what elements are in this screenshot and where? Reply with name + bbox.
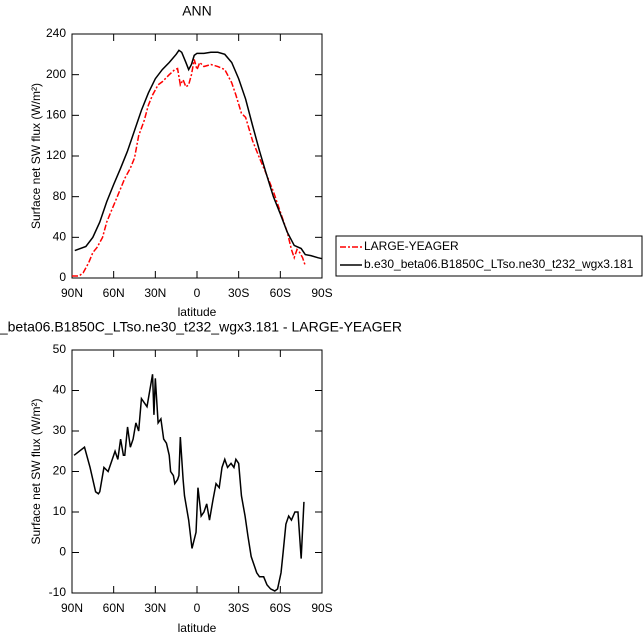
y-tick-label: 120 [46,148,66,162]
y-tick-label: 80 [53,189,67,203]
x-tick-label: 60S [270,601,291,615]
y-tick-label: 50 [53,342,67,356]
y-axis-label: Surface net SW flux (W/m²) [29,398,43,544]
x-tick-label: 90S [311,286,332,300]
data-line [72,59,307,277]
x-tick-label: 90N [61,286,83,300]
legend-label: b.e30_beta06.B1850C_LTso.ne30_t232_wgx3.… [364,257,634,271]
y-tick-label: 200 [46,67,66,81]
x-tick-label: 90N [61,601,83,615]
y-tick-label: -10 [49,585,67,599]
plot-frame [71,33,323,279]
x-tick-label: 30S [228,601,249,615]
x-tick-label: 0 [194,601,201,615]
legend-label: LARGE-YEAGER [364,239,459,253]
x-tick-label: 30N [144,601,166,615]
y-tick-label: 20 [53,464,67,478]
x-axis-label: latitude [178,621,217,635]
y-tick-label: 40 [53,383,67,397]
x-tick-label: 60S [270,286,291,300]
y-tick-label: 240 [46,26,66,40]
plot-frame [71,349,323,594]
chart-title: ANN [182,3,212,19]
y-axis-label: Surface net SW flux (W/m²) [29,83,43,229]
x-tick-label: 30S [228,286,249,300]
x-tick-label: 0 [194,286,201,300]
x-tick-label: 60N [103,601,125,615]
x-tick-label: 90S [311,601,332,615]
y-tick-label: 30 [53,423,67,437]
y-tick-label: 0 [59,270,66,284]
chart-title: 0_beta06.B1850C_LTso.ne30_t232_wgx3.181 … [0,319,402,335]
x-axis-label: latitude [178,305,217,319]
x-tick-label: 30N [144,286,166,300]
y-tick-label: 160 [46,108,66,122]
y-tick-label: 10 [53,504,67,518]
legend-box [335,235,643,277]
data-line [74,49,323,260]
x-tick-label: 60N [103,286,125,300]
data-line [73,374,305,592]
y-tick-label: 40 [53,230,67,244]
y-tick-label: 0 [59,545,66,559]
